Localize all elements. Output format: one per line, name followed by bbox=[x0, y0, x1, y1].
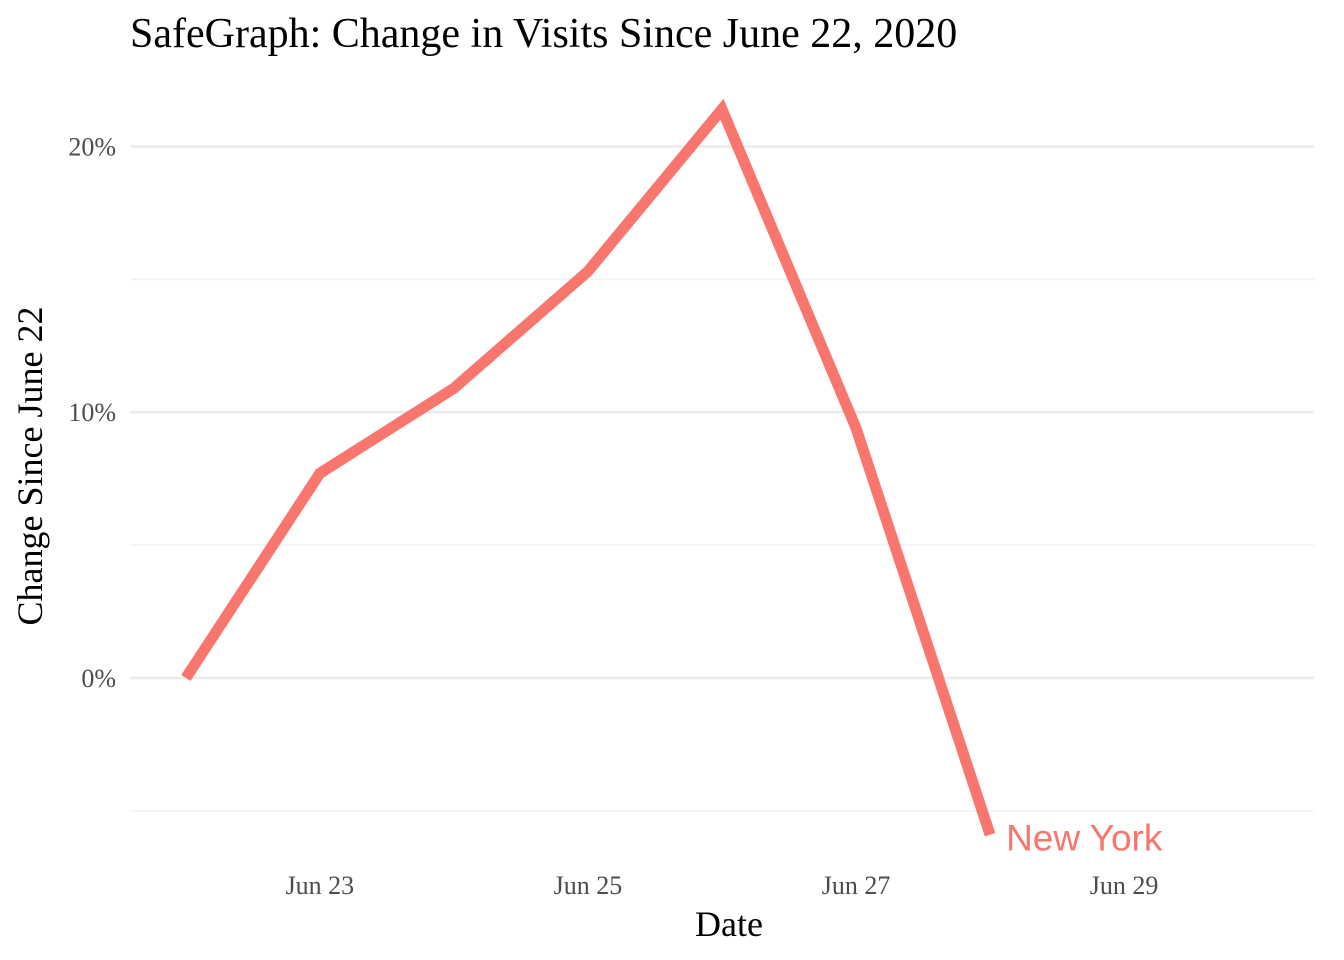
grid-lines bbox=[130, 145, 1314, 812]
y-tick-label: 20% bbox=[68, 132, 116, 161]
x-tick-label: Jun 29 bbox=[1090, 871, 1159, 900]
series-line-new-york bbox=[181, 98, 996, 837]
x-axis-ticks: Jun 23 Jun 25 Jun 27 Jun 29 bbox=[286, 871, 1159, 900]
x-axis-title: Date bbox=[695, 904, 763, 944]
y-tick-label: 0% bbox=[81, 664, 116, 693]
y-axis-title: Change Since June 22 bbox=[10, 307, 50, 626]
y-axis-ticks: 0% 10% 20% bbox=[68, 132, 116, 693]
chart-title: SafeGraph: Change in Visits Since June 2… bbox=[130, 11, 957, 57]
series-layer: New York bbox=[181, 98, 1163, 859]
series-label-new-york: New York bbox=[1006, 818, 1163, 859]
y-tick-label: 10% bbox=[68, 398, 116, 427]
x-tick-label: Jun 25 bbox=[554, 871, 623, 900]
x-tick-label: Jun 27 bbox=[822, 871, 891, 900]
x-tick-label: Jun 23 bbox=[286, 871, 355, 900]
